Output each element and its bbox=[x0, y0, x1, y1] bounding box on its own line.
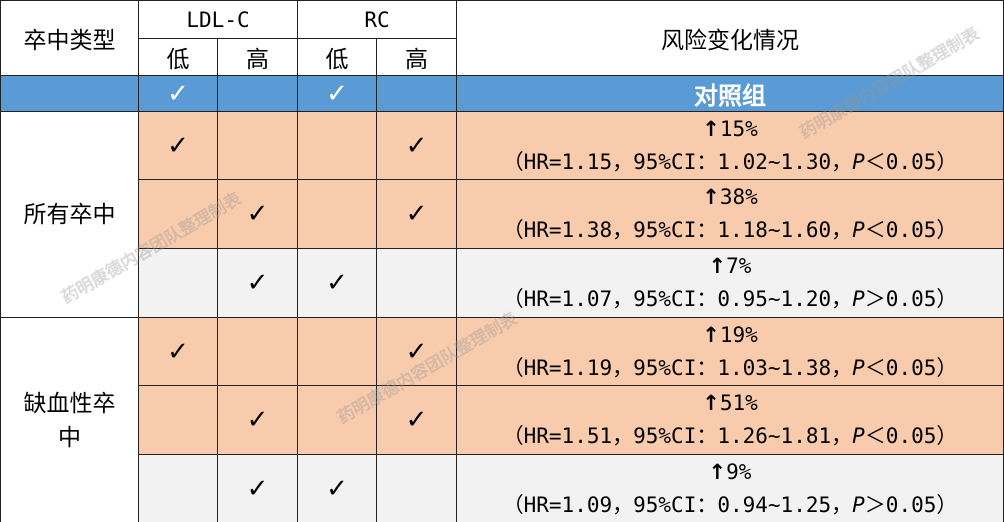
up-arrow-icon: ↑ bbox=[708, 460, 727, 484]
p-label: P bbox=[852, 218, 865, 242]
stroke-type-label: 所有卒中 bbox=[23, 201, 116, 228]
check-cell-ldl-low bbox=[138, 179, 218, 249]
header-risk-change: 风险变化情况 bbox=[456, 0, 1004, 76]
p-value: ＜0.05） bbox=[864, 149, 958, 174]
up-arrow-icon: ↑ bbox=[702, 116, 720, 141]
control-group-label: 对照组 bbox=[456, 75, 1004, 112]
check-cell-ldl-high: ✓ bbox=[217, 179, 298, 249]
p-value: ＞0.05） bbox=[864, 287, 958, 311]
check-cell-ldl-low: ✓ bbox=[138, 111, 218, 180]
risk-result-cell: ↑15% （HR=1.15，95%CI：1.02~1.30，P＜0.05） bbox=[456, 111, 1004, 180]
risk-result-cell: ↑19% （HR=1.19，95%CI：1.03~1.38，P＜0.05） bbox=[456, 317, 1004, 386]
hr-ci-text: （HR=1.51，95%CI：1.26~1.81， bbox=[502, 424, 853, 448]
table-row: ✓ ✓ ↑51% （HR=1.51，95%CI：1.26~1.81，P＜0.05） bbox=[1, 385, 1004, 455]
hr-ci-text: （HR=1.09，95%CI：0.94~1.25， bbox=[502, 493, 853, 517]
risk-percent: 19% bbox=[719, 322, 758, 347]
risk-percent: 7% bbox=[726, 254, 752, 278]
risk-result-cell: ↑51% （HR=1.51，95%CI：1.26~1.81，P＜0.05） bbox=[456, 385, 1004, 455]
header-stroke-type: 卒中类型 bbox=[0, 0, 139, 76]
check-cell-rc-low bbox=[297, 385, 377, 455]
control-empty-cell bbox=[0, 75, 139, 112]
check-cell-rc-low: ✓ bbox=[297, 454, 377, 522]
check-cell-ldl-high: ✓ bbox=[217, 248, 298, 318]
header-rc: RC bbox=[297, 0, 457, 39]
control-ldl-low-check: ✓ bbox=[138, 75, 218, 112]
up-arrow-icon: ↑ bbox=[702, 322, 720, 347]
check-cell-ldl-low: ✓ bbox=[138, 317, 218, 386]
table-row: 缺血性卒中 ✓ ✓ ↑19% （HR=1.19，95%CI：1.03~1.38，P＜… bbox=[0, 317, 1004, 522]
p-label: P bbox=[852, 493, 865, 517]
p-value: ＜0.05） bbox=[864, 355, 958, 380]
p-value: ＞0.05） bbox=[864, 493, 958, 517]
control-ldl-high-cell bbox=[217, 75, 298, 112]
check-cell-rc-low bbox=[297, 317, 377, 386]
check-cell-ldl-low bbox=[138, 454, 218, 522]
check-cell-rc-high bbox=[376, 248, 457, 318]
check-cell-ldl-high bbox=[217, 111, 298, 180]
p-label: P bbox=[852, 424, 865, 448]
p-value: ＜0.05） bbox=[864, 424, 958, 448]
risk-result-cell: ↑38% （HR=1.38，95%CI：1.18~1.60，P＜0.05） bbox=[456, 179, 1004, 249]
header-ldl-high: 高 bbox=[217, 38, 298, 76]
table-row: ✓ ✓ ↑7% （HR=1.07，95%CI：0.95~1.20，P＞0.05） bbox=[1, 248, 1004, 318]
risk-result-cell: ↑7% （HR=1.07，95%CI：0.95~1.20，P＞0.05） bbox=[456, 248, 1004, 318]
control-rc-high-cell bbox=[376, 75, 457, 112]
hr-ci-text: （HR=1.38，95%CI：1.18~1.60， bbox=[502, 218, 853, 242]
check-cell-rc-low bbox=[297, 111, 377, 180]
p-label: P bbox=[852, 287, 865, 311]
stroke-type-cell: 所有卒中 bbox=[0, 111, 139, 318]
table-row: 所有卒中 ✓ ✓ ↑15% （HR=1.15，95%CI：1.02~1.30，P＜0… bbox=[0, 111, 1004, 318]
check-cell-rc-high: ✓ bbox=[376, 111, 457, 180]
up-arrow-icon: ↑ bbox=[702, 391, 720, 415]
check-cell-ldl-high bbox=[217, 317, 298, 386]
hr-ci-text: （HR=1.07，95%CI：0.95~1.20， bbox=[502, 287, 853, 311]
risk-percent: 51% bbox=[719, 391, 758, 415]
header-ldl-low: 低 bbox=[138, 38, 218, 76]
check-cell-rc-high: ✓ bbox=[376, 317, 457, 386]
p-label: P bbox=[852, 149, 865, 174]
p-label: P bbox=[852, 355, 865, 380]
check-cell-rc-high: ✓ bbox=[376, 385, 457, 455]
check-cell-rc-low: ✓ bbox=[297, 248, 377, 318]
check-cell-ldl-low bbox=[138, 385, 218, 455]
check-cell-rc-high: ✓ bbox=[376, 179, 457, 249]
header-rc-high: 高 bbox=[376, 38, 457, 76]
p-value: ＜0.05） bbox=[864, 218, 958, 242]
header-ldl-c: LDL-C bbox=[138, 0, 298, 39]
control-rc-low-check: ✓ bbox=[297, 75, 377, 112]
check-cell-ldl-high: ✓ bbox=[217, 385, 298, 455]
header-rc-low: 低 bbox=[297, 38, 377, 76]
hr-ci-text: （HR=1.19，95%CI：1.03~1.38， bbox=[502, 355, 853, 380]
risk-percent: 38% bbox=[719, 185, 758, 209]
stroke-type-cell: 缺血性卒中 bbox=[0, 317, 139, 522]
risk-percent: 15% bbox=[719, 116, 758, 141]
check-cell-ldl-high: ✓ bbox=[217, 454, 298, 522]
table-row: ✓ ✓ ↑9% （HR=1.09，95%CI：0.94~1.25，P＞0.05） bbox=[1, 454, 1004, 522]
risk-result-cell: ↑9% （HR=1.09，95%CI：0.94~1.25，P＞0.05） bbox=[456, 454, 1004, 522]
up-arrow-icon: ↑ bbox=[702, 185, 720, 209]
table-row: ✓ ✓ ↑38% （HR=1.38，95%CI：1.18~1.60，P＜0.05） bbox=[1, 179, 1004, 249]
check-cell-rc-low bbox=[297, 179, 377, 249]
stroke-type-label: 缺血性卒中 bbox=[23, 390, 116, 451]
check-cell-ldl-low bbox=[138, 248, 218, 318]
up-arrow-icon: ↑ bbox=[708, 254, 727, 278]
check-cell-rc-high bbox=[376, 454, 457, 522]
hr-ci-text: （HR=1.15，95%CI：1.02~1.30， bbox=[502, 149, 853, 174]
risk-percent: 9% bbox=[726, 460, 752, 484]
